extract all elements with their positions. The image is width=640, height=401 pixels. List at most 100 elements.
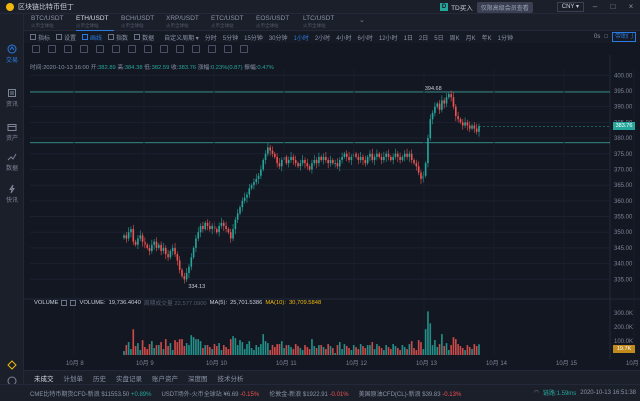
interval-option[interactable]: 5分钟 (222, 35, 239, 42)
measure-tool-icon[interactable] (160, 45, 168, 53)
lock-tool-icon[interactable] (208, 45, 216, 53)
ticker-item[interactable]: USDT场外-火币全球站 ¥6.69 -0.15% (161, 389, 259, 398)
volume-bar (255, 345, 258, 355)
symbol-tab-active[interactable]: ETH/USDT 火币全球站 (76, 15, 120, 31)
candle-body (229, 232, 232, 239)
volume-bar (466, 345, 469, 355)
candle-body (176, 254, 179, 261)
volume-bar (355, 347, 357, 355)
pattern-tool-icon[interactable] (144, 45, 152, 53)
ohlc-open-label: 开: (90, 65, 99, 71)
eye-tool-icon[interactable] (224, 45, 232, 53)
candle-body (297, 163, 299, 167)
candle-body (403, 153, 406, 157)
tab-account-assets[interactable]: 账户资产 (152, 375, 178, 383)
price-chart[interactable]: 335.00 340.00 345.00 350.00 355.00 360.00 365.… (24, 55, 640, 370)
tab-technical-analysis[interactable]: 技术分析 (217, 375, 244, 383)
td-buy-button[interactable]: D TD买入 (440, 2, 473, 12)
tab-depth-chart[interactable]: 深度图 (188, 375, 208, 383)
interval-option[interactable]: 2日 (418, 35, 429, 42)
interval-option[interactable]: 30分钟 (268, 35, 288, 42)
candle-body (164, 247, 167, 255)
candle-body (294, 160, 297, 164)
tab-plan-orders[interactable]: 计划单 (63, 375, 84, 383)
interval-option[interactable]: 5日 (434, 35, 444, 42)
interval-option[interactable]: 12小时 (378, 35, 398, 42)
expand-icon[interactable]: □ (604, 34, 608, 40)
symbol-tabs: BTC/USDT 火币全球站 ETH/USDT 火币全球站 BCH/USDT 火币全球… (24, 14, 640, 31)
candle-body (450, 94, 452, 98)
nav-trade[interactable]: 交易 (0, 44, 24, 64)
volume-bar (399, 350, 401, 355)
minimize-icon[interactable]: – (592, 2, 598, 11)
candle-body (239, 207, 241, 214)
interval-option[interactable]: 2小时 (314, 35, 331, 42)
candle-body (385, 153, 388, 157)
nav-flash[interactable]: 快讯 (0, 184, 24, 204)
maximize-icon[interactable]: □ (610, 2, 616, 11)
drawing-button[interactable]: 画线 (82, 33, 102, 42)
ticker-item[interactable]: CME比特币期货CFD-新浪 $11553.50 +0.89% (30, 389, 151, 398)
channel-tool-icon[interactable] (80, 45, 88, 53)
volume-bar (464, 350, 466, 355)
volume-tick-label: 200.0K (614, 325, 633, 331)
interval-option[interactable]: 1日 (403, 35, 413, 42)
candle-body (155, 241, 158, 248)
settings-button[interactable]: 设置 (56, 33, 76, 42)
close-icon[interactable]: × (628, 2, 634, 11)
interval-option[interactable]: 1小时 (293, 35, 309, 42)
interval-option[interactable]: 月K (465, 35, 476, 42)
brush-tool-icon[interactable] (112, 45, 120, 53)
nav-data[interactable]: 数据 (0, 152, 24, 172)
volume-close-icon[interactable] (70, 299, 77, 306)
interval-option[interactable]: 年K (481, 35, 492, 42)
symbol-tab[interactable]: BCH/USDT 火币全球站 (121, 15, 165, 29)
hline-tool-icon[interactable] (64, 45, 72, 53)
magnet-tool-icon[interactable] (192, 45, 200, 53)
symbol-tab[interactable]: ETC/USDT 火币全球站 (211, 15, 255, 29)
currency-select[interactable]: CNY ▾ (556, 2, 584, 12)
crosshair-icon[interactable] (32, 45, 40, 53)
interval-option[interactable]: 4小时 (336, 35, 352, 42)
interval-option[interactable]: 15分钟 (244, 35, 263, 42)
volume-settings-icon[interactable] (61, 299, 68, 306)
candle-body (246, 194, 248, 198)
tab-live-records[interactable]: 实盘记录 (116, 375, 142, 383)
nav-notify[interactable] (0, 360, 24, 371)
interval-option[interactable]: 1分钟 (497, 35, 513, 42)
zoom-tool-icon[interactable] (176, 45, 184, 53)
candle-body (257, 175, 260, 179)
candle-body (146, 244, 149, 248)
symbol-tab[interactable]: XRP/USDT 火币全球站 (166, 15, 210, 29)
nav-news[interactable]: 资讯 (0, 88, 24, 108)
symbol-tab[interactable]: EOS/USDT 火币全球站 (256, 15, 300, 29)
member-badge[interactable]: 仅限高级会员查看 (476, 1, 533, 13)
help-button[interactable]: 带助门 (611, 32, 636, 42)
low-annotation: 334.13 (188, 284, 205, 290)
candle-body (174, 247, 176, 255)
interval-option[interactable]: 周K (449, 35, 460, 42)
tab-history[interactable]: 历史 (93, 375, 106, 383)
symbol-tab[interactable]: LTC/USDT 火币全球站 (303, 15, 347, 29)
custom-period-select[interactable]: 自定义周期 ▾ (164, 35, 199, 42)
overlay-button[interactable]: 指数 (108, 33, 128, 42)
trash-tool-icon[interactable] (240, 45, 248, 53)
tab-open-orders[interactable]: 未成交 (34, 375, 54, 383)
nav-assets[interactable]: 资产 (0, 122, 24, 142)
data-button[interactable]: 数据 (134, 33, 154, 42)
candle-body (171, 247, 174, 252)
ticker-item[interactable]: 美国原油CFD(CL)-新浪 $39.83 -0.13% (359, 389, 462, 398)
volume-bar (204, 345, 207, 355)
text-tool-icon[interactable] (128, 45, 136, 53)
link-latency: 链路:1.59ms (542, 391, 577, 397)
symbol-tab[interactable]: BTC/USDT 火币全球站 (31, 15, 75, 29)
line-tool-icon[interactable] (48, 45, 56, 53)
interval-option[interactable]: 分时 (204, 35, 217, 42)
candle-body (280, 160, 283, 167)
fib-tool-icon[interactable] (96, 45, 104, 53)
chevron-down-icon[interactable]: ⌄ (359, 17, 365, 24)
indicator-button[interactable]: 指标 (30, 33, 50, 42)
ticker-name: 伦敦金-新浪 (269, 391, 302, 398)
ticker-item[interactable]: 伦敦金-新浪 $1922.91 -0.01% (269, 389, 348, 398)
interval-option[interactable]: 6小时 (357, 35, 373, 42)
